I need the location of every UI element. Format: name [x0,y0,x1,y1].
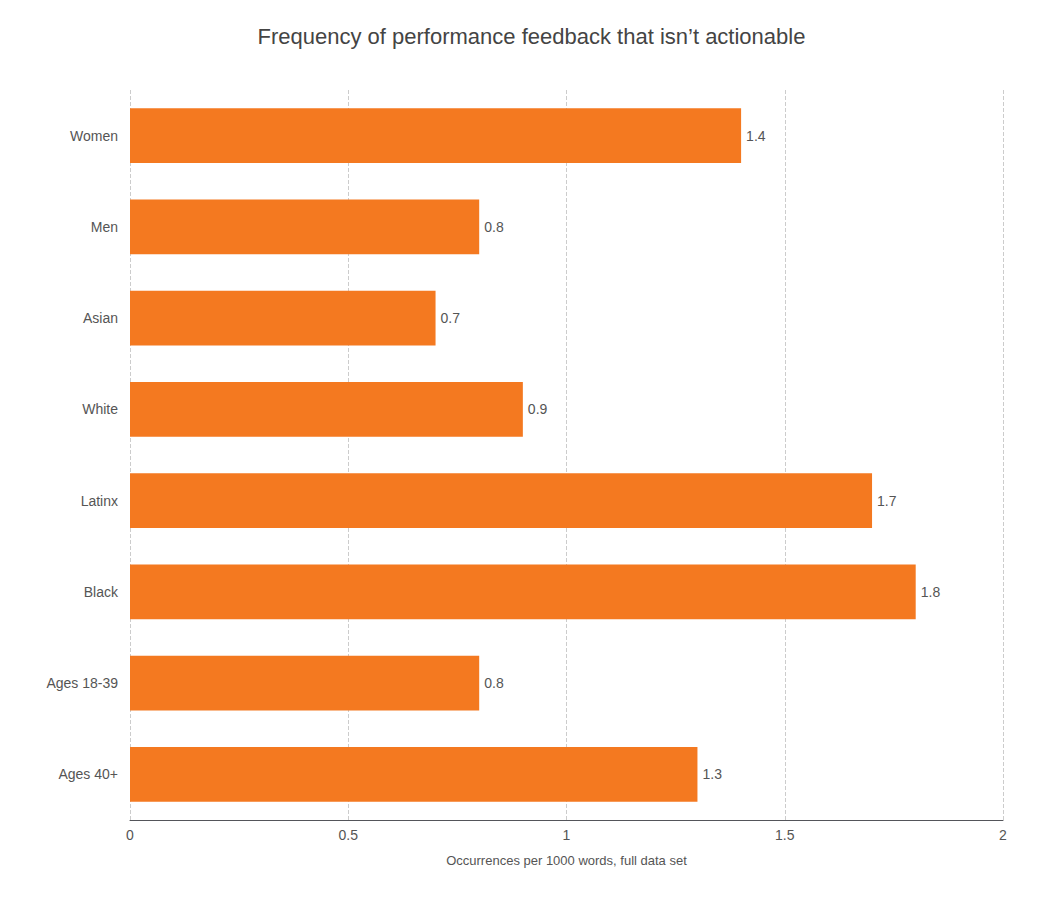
svg-text:1.5: 1.5 [775,827,795,843]
svg-text:Frequency of performance feedb: Frequency of performance feedback that i… [258,24,806,49]
svg-text:0: 0 [126,827,134,843]
svg-text:1.7: 1.7 [877,493,897,509]
svg-text:White: White [82,401,118,417]
svg-text:0.8: 0.8 [484,675,504,691]
svg-text:0.7: 0.7 [441,310,461,326]
svg-text:Men: Men [91,219,118,235]
svg-text:1.8: 1.8 [921,584,941,600]
svg-text:1.4: 1.4 [746,128,766,144]
svg-text:Latinx: Latinx [81,493,118,509]
svg-text:0.5: 0.5 [339,827,359,843]
svg-text:Occurrences per 1000 words, fu: Occurrences per 1000 words, full data se… [446,853,687,868]
svg-text:1: 1 [563,827,571,843]
svg-text:Asian: Asian [83,310,118,326]
svg-text:Ages 40+: Ages 40+ [58,766,118,782]
svg-text:Women: Women [70,128,118,144]
svg-text:1.3: 1.3 [702,766,722,782]
svg-text:0.8: 0.8 [484,219,504,235]
svg-text:0.9: 0.9 [528,401,548,417]
svg-text:Black: Black [84,584,119,600]
svg-text:2: 2 [999,827,1007,843]
svg-text:Ages 18-39: Ages 18-39 [46,675,118,691]
